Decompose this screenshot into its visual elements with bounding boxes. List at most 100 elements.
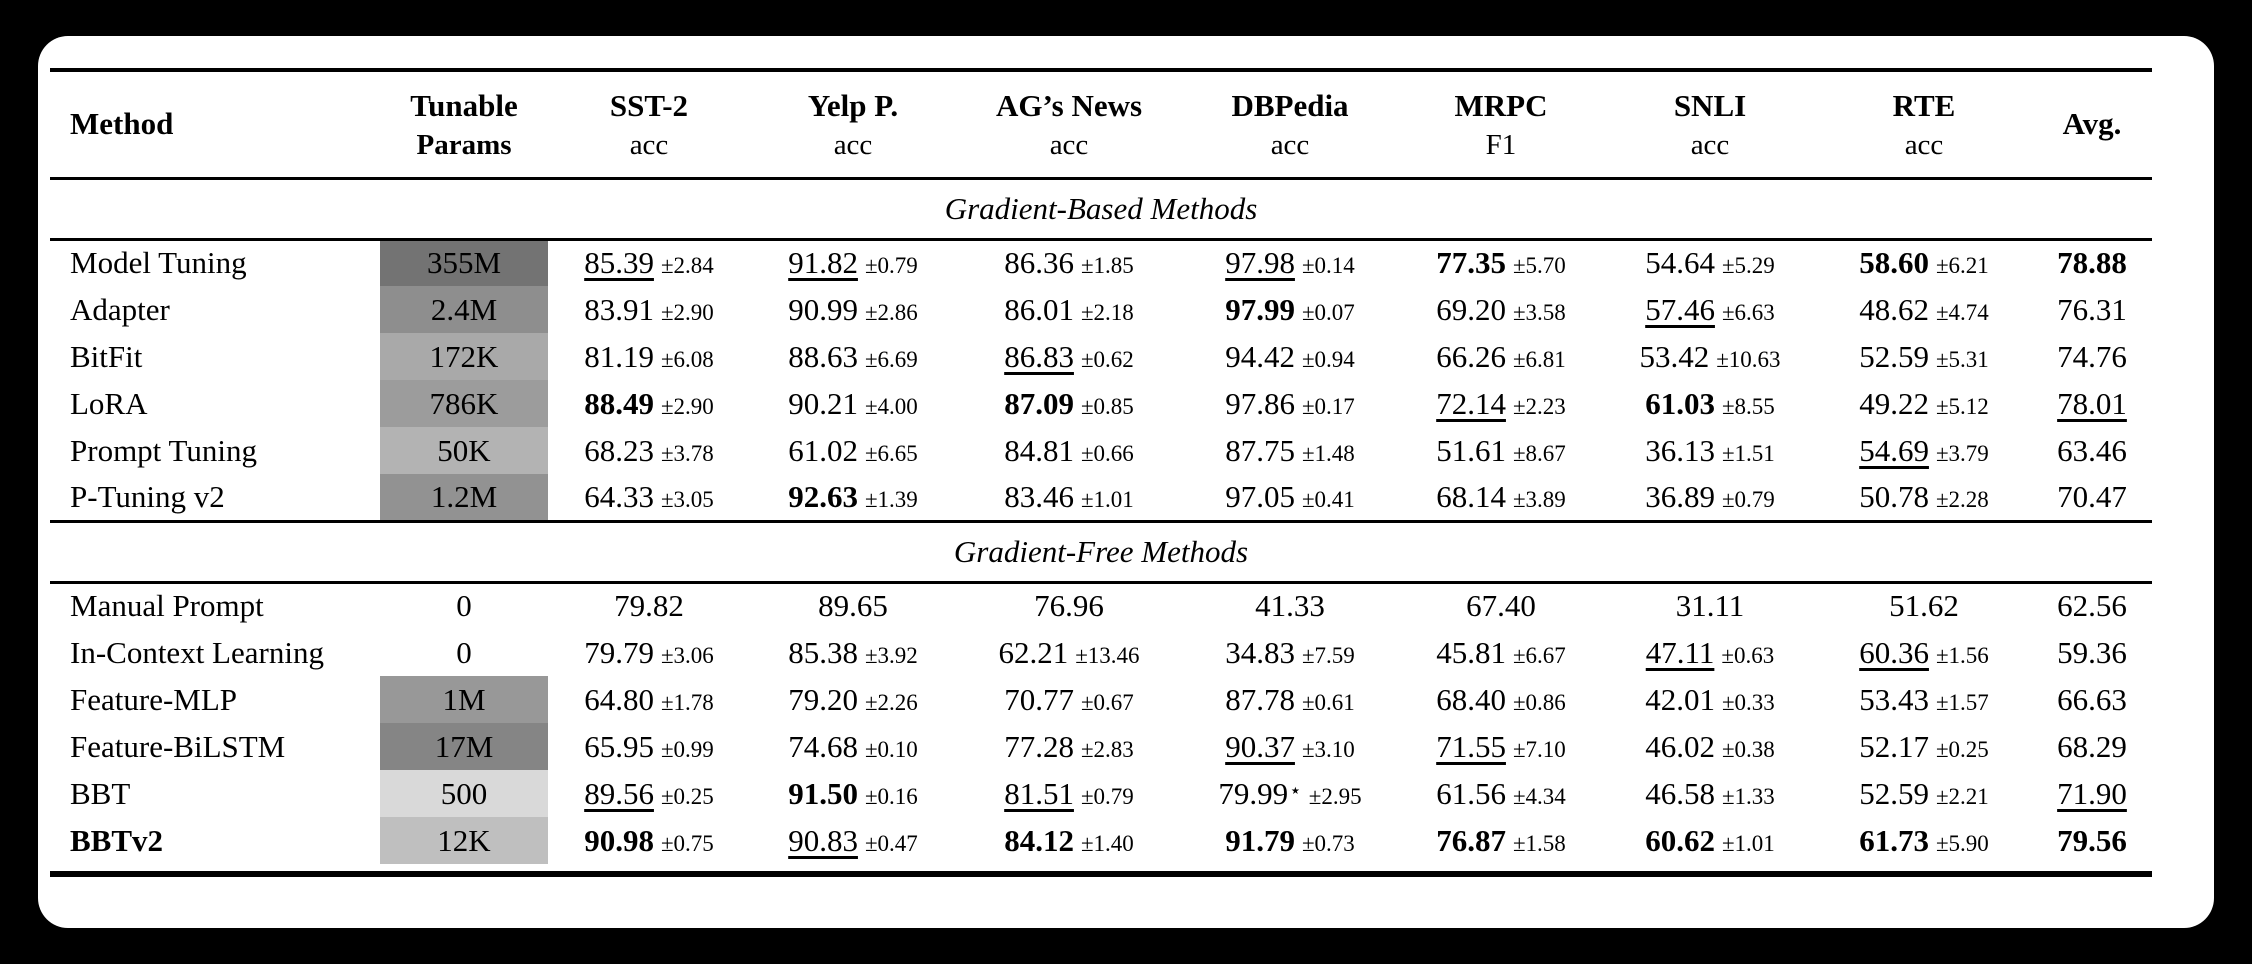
score-value: 63.46 (2057, 432, 2127, 468)
score-cell: 67.40 (1398, 582, 1604, 629)
score-stddev: ±5.12 (1935, 393, 1989, 419)
col-header-yelp-p-: Yelp P. acc (750, 70, 956, 178)
score-stddev: ±6.65 (864, 440, 918, 466)
score-cell: 48.62 ±4.74 (1816, 286, 2032, 333)
score-stddev: ±2.95 (1308, 783, 1362, 809)
score-value: 74.76 (2057, 338, 2127, 374)
score-stddev: ±2.23 (1512, 393, 1566, 419)
score-cell: 50.78 ±2.28 (1816, 474, 2032, 521)
results-table: Method Tunable Params SST-2 acc Yelp P. acc AG’… (50, 68, 2152, 877)
score-value: 54.69 (1859, 432, 1929, 468)
score-stddev: ±8.67 (1512, 440, 1566, 466)
score-stddev: ±0.79 (864, 253, 918, 279)
score-value: 84.12 (1004, 822, 1074, 858)
score-cell: 83.46 ±1.01 (956, 474, 1182, 521)
score-cell: 46.02 ±0.38 (1604, 723, 1816, 770)
score-value: 34.83 (1225, 634, 1295, 670)
score-stddev: ±3.78 (660, 440, 714, 466)
score-value: 51.62 (1889, 588, 1959, 624)
score-value: 79.79 (584, 634, 654, 670)
score-stddev: ±2.26 (864, 689, 918, 715)
score-stddev: ±3.06 (660, 642, 714, 668)
method-cell: In-Context Learning (70, 634, 324, 670)
score-value: 59.36 (2057, 634, 2127, 670)
score-stddev: ±4.74 (1935, 299, 1989, 325)
score-value: 41.33 (1255, 588, 1325, 624)
score-cell: 97.05 ±0.41 (1182, 474, 1398, 521)
method-cell: Feature-BiLSTM (70, 728, 286, 764)
score-stddev: ±5.31 (1935, 346, 1989, 372)
score-value: 68.23 (584, 432, 654, 468)
score-cell: 88.63 ±6.69 (750, 333, 956, 380)
method-cell: BitFit (70, 338, 143, 374)
params-cell: 0 (456, 588, 472, 624)
score-stddev: ±0.94 (1301, 346, 1355, 372)
method-cell: Prompt Tuning (70, 432, 257, 468)
table-row: In-Context Learning 0 79.79 ±3.06 85.38 ±3.92… (50, 629, 2152, 676)
table-row: LoRA 786K 88.49 ±2.90 90.21 ±4.00 87.09 ±0.85 97… (50, 380, 2152, 427)
score-stddev: ±3.05 (660, 486, 714, 512)
score-cell: 51.62 (1816, 582, 2032, 629)
method-cell: Feature-MLP (70, 681, 238, 717)
score-value: 60.36 (1859, 634, 1929, 670)
score-value: 45.81 (1436, 634, 1506, 670)
score-value: 42.01 (1645, 681, 1715, 717)
score-stddev: ±0.66 (1080, 440, 1134, 466)
score-cell: 91.50 ±0.16 (750, 770, 956, 817)
score-cell: 84.12 ±1.40 (956, 817, 1182, 864)
score-cell: 87.78 ±0.61 (1182, 676, 1398, 723)
score-value: 97.98 (1225, 245, 1295, 281)
score-stddev: ±7.59 (1301, 642, 1355, 668)
score-value: 53.42 (1639, 338, 1710, 374)
score-value: 91.50 (788, 775, 858, 811)
score-value: 97.05 (1225, 478, 1295, 514)
score-stddev: ±0.25 (660, 783, 714, 809)
score-stddev: ±0.79 (1080, 783, 1134, 809)
score-cell: 90.98 ±0.75 (548, 817, 750, 864)
score-cell: 91.79 ±0.73 (1182, 817, 1398, 864)
score-value: 52.17 (1859, 728, 1929, 764)
score-stddev: ±4.34 (1512, 783, 1566, 809)
score-cell: 79.79 ±3.06 (548, 629, 750, 676)
score-value: 87.78 (1225, 681, 1295, 717)
score-cell: 65.95 ±0.99 (548, 723, 750, 770)
score-cell: 59.36 (2032, 629, 2152, 676)
star-marker: ⋆ (1289, 780, 1302, 803)
score-value: 49.22 (1859, 385, 1929, 421)
score-stddev: ±0.62 (1080, 346, 1134, 372)
score-stddev: ±0.75 (660, 830, 714, 856)
score-cell: 58.60 ±6.21 (1816, 239, 2032, 286)
score-cell: 68.14 ±3.89 (1398, 474, 1604, 521)
score-stddev: ±1.85 (1080, 253, 1134, 279)
score-cell: 53.43 ±1.57 (1816, 676, 2032, 723)
table-row: BitFit 172K 81.19 ±6.08 88.63 ±6.69 86.83 ±0.62… (50, 333, 2152, 380)
score-cell: 61.02 ±6.65 (750, 427, 956, 474)
score-cell: 77.35 ±5.70 (1398, 239, 1604, 286)
score-value: 90.99 (788, 291, 858, 327)
score-stddev: ±2.28 (1935, 486, 1989, 512)
header-row: Method Tunable Params SST-2 acc Yelp P. acc AG’… (50, 70, 2152, 178)
score-value: 90.21 (788, 385, 858, 421)
bottom-rule-spacer (50, 864, 2152, 874)
col-header-sst-2: SST-2 acc (548, 70, 750, 178)
score-cell: 61.73 ±5.90 (1816, 817, 2032, 864)
table-row: Manual Prompt 0 79.82 89.65 76.96 41.33 67.40 3… (50, 582, 2152, 629)
score-stddev: ±5.70 (1512, 253, 1566, 279)
score-value: 76.31 (2057, 291, 2127, 327)
score-value: 79.82 (614, 588, 684, 624)
score-cell: 60.62 ±1.01 (1604, 817, 1816, 864)
score-cell: 91.82 ±0.79 (750, 239, 956, 286)
score-cell: 68.23 ±3.78 (548, 427, 750, 474)
score-stddev: ±1.56 (1935, 642, 1989, 668)
score-value: 61.02 (788, 432, 858, 468)
score-value: 94.42 (1225, 338, 1295, 374)
score-cell: 74.68 ±0.10 (750, 723, 956, 770)
score-cell: 79.20 ±2.26 (750, 676, 956, 723)
params-cell: 1M (380, 676, 548, 723)
score-value: 86.01 (1004, 291, 1074, 327)
score-stddev: ±7.10 (1512, 736, 1566, 762)
col-header-ag-s-news: AG’s News acc (956, 70, 1182, 178)
score-value: 52.59 (1859, 338, 1929, 374)
score-cell: 85.38 ±3.92 (750, 629, 956, 676)
score-stddev: ±0.61 (1301, 689, 1355, 715)
